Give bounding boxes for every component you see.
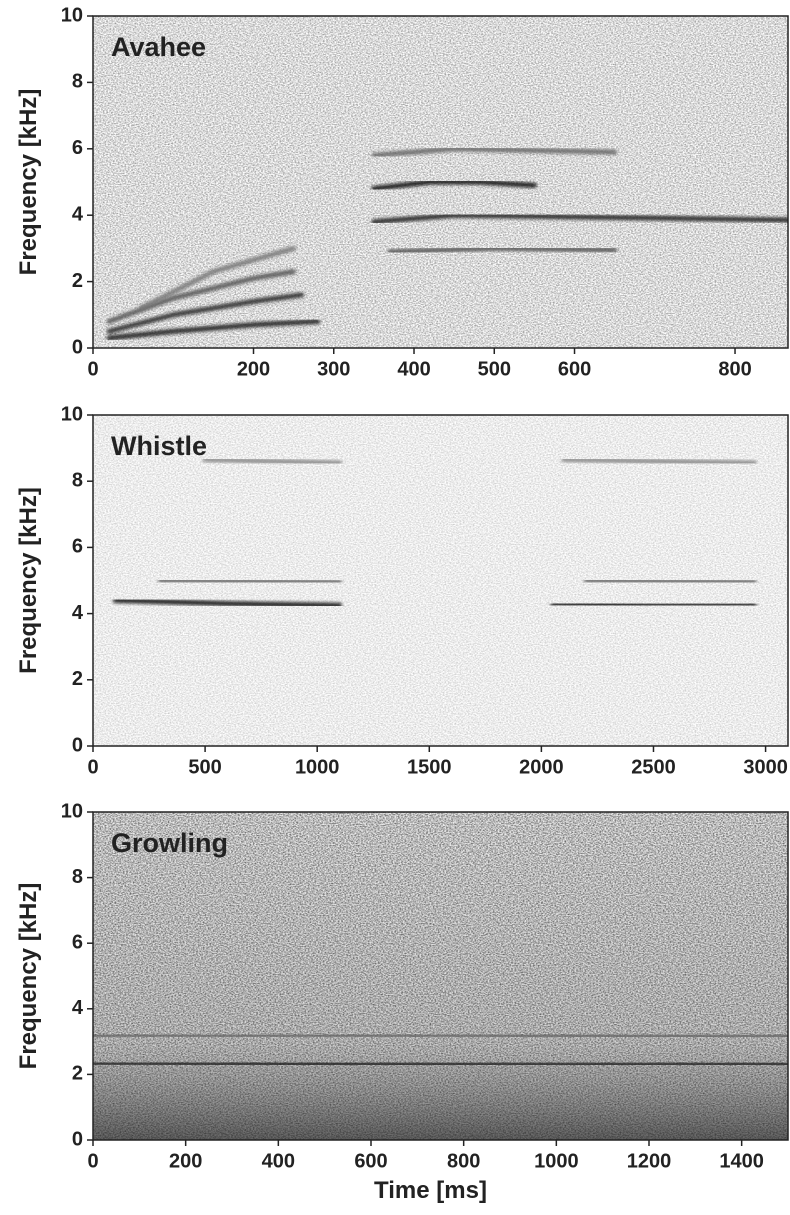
y-axis-label: Frequency [kHz] [15,883,42,1070]
panel-title: Growling [111,828,228,858]
x-tick-label: 200 [169,1150,202,1172]
x-tick-label: 500 [188,756,221,778]
y-tick-label: 0 [72,734,83,756]
harmonic-trace [112,597,343,608]
y-tick-label: 4 [72,203,84,225]
x-tick-label: 400 [397,358,430,380]
y-tick-label: 10 [61,800,83,822]
y-axis-label: Frequency [kHz] [15,487,42,674]
y-tick-label: 0 [72,336,83,358]
x-tick-label: 800 [718,358,751,380]
plot-frame [92,811,789,1141]
y-tick-label: 4 [72,997,84,1019]
y-tick-label: 10 [61,4,83,26]
plot-area [93,16,788,348]
harmonic-trace [138,245,297,311]
y-tick-label: 0 [72,1128,83,1150]
harmonic-trace [387,245,618,255]
y-tick-label: 2 [72,1063,83,1085]
x-tick-label: 1400 [719,1150,764,1172]
x-tick-label: 2500 [631,756,676,778]
x-tick-label: 1500 [407,756,452,778]
x-tick-label: 0 [87,756,98,778]
x-tick-label: 1000 [534,1150,579,1172]
harmonic-trace [202,457,343,466]
harmonic-trace [106,318,321,341]
panel-title: Avahee [111,32,206,62]
x-tick-label: 500 [478,358,511,380]
harmonic-trace [157,578,343,585]
x-tick-label: 0 [87,1150,98,1172]
harmonic-trace [583,578,757,585]
y-tick-label: 6 [72,931,83,953]
y-tick-label: 8 [72,71,83,93]
panel: 0 2 4 6 8 10 0 500 1000 1500 2000 2500 3000 Whistle Fr… [15,403,789,778]
x-tick-label: 400 [262,1150,295,1172]
x-tick-label: 800 [447,1150,480,1172]
harmonic-trace [93,1032,788,1040]
x-tick-label: 1200 [627,1150,672,1172]
plot-frame [92,15,789,349]
x-tick-label: 3000 [743,756,788,778]
harmonic-trace [93,1060,788,1068]
y-tick-label: 4 [72,602,84,624]
harmonic-trace [371,212,788,225]
harmonic-trace [550,601,757,608]
x-tick-label: 200 [237,358,270,380]
harmonic-trace [371,179,537,192]
y-tick-label: 8 [72,469,83,491]
panel: 0 2 4 6 8 10 0 200 400 600 800 1000 1200 1400 Growling… [15,800,789,1204]
plot-area [93,812,788,1140]
harmonic-trace [371,146,618,158]
y-tick-label: 8 [72,866,83,888]
y-tick-label: 2 [72,270,83,292]
x-tick-label: 300 [317,358,350,380]
x-tick-label: 2000 [519,756,564,778]
plot-frame [92,414,789,747]
x-axis-label: Time [ms] [374,1177,487,1204]
harmonic-trace [561,457,757,466]
y-axis-label: Frequency [kHz] [15,89,42,276]
x-tick-label: 600 [354,1150,387,1172]
x-tick-label: 600 [558,358,591,380]
x-tick-label: 0 [87,358,98,380]
y-tick-label: 10 [61,403,83,425]
panel-title: Whistle [111,431,207,461]
y-tick-label: 6 [72,536,83,558]
spectrogram-shade [93,812,788,1140]
y-tick-label: 2 [72,668,83,690]
x-tick-label: 1000 [295,756,340,778]
plot-area [93,415,788,746]
harmonic-trace [106,292,305,334]
y-tick-label: 6 [72,137,83,159]
